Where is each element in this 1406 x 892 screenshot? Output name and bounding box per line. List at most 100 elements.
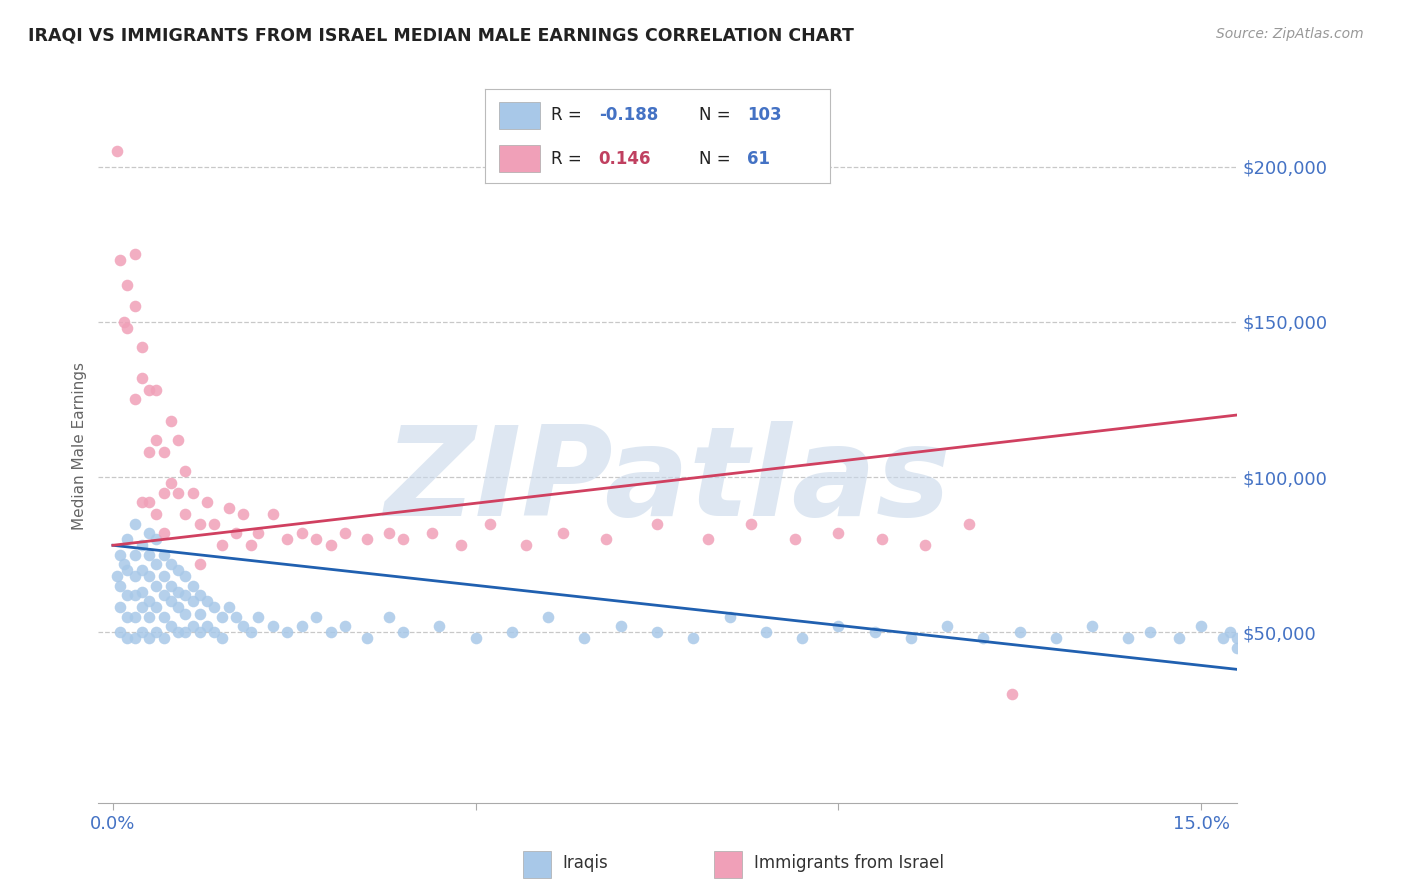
Point <box>145 433 167 447</box>
Point <box>305 532 328 546</box>
Point <box>138 632 160 646</box>
Point <box>863 625 886 640</box>
Text: Source: ZipAtlas.com: Source: ZipAtlas.com <box>1216 27 1364 41</box>
Point <box>1008 625 1031 640</box>
Point <box>276 532 298 546</box>
Point <box>290 619 312 633</box>
Point <box>131 563 153 577</box>
Point <box>124 548 146 562</box>
Point <box>124 299 146 313</box>
Point <box>108 625 131 640</box>
Point <box>138 525 160 540</box>
Point <box>152 588 174 602</box>
Point <box>108 579 131 593</box>
Point <box>117 609 139 624</box>
Point <box>783 532 806 546</box>
Point <box>1081 619 1104 633</box>
Point <box>464 632 486 646</box>
Point <box>138 495 160 509</box>
Point <box>1045 632 1067 646</box>
Point <box>108 252 131 267</box>
Point <box>152 609 174 624</box>
Point <box>1189 619 1212 633</box>
Point <box>145 383 167 397</box>
Point <box>181 485 204 500</box>
Point <box>645 625 668 640</box>
Point <box>790 632 813 646</box>
Point <box>145 508 167 522</box>
Point <box>696 532 718 546</box>
Point <box>181 594 204 608</box>
Point <box>356 532 378 546</box>
Point <box>152 569 174 583</box>
Point <box>131 495 153 509</box>
Point <box>450 538 472 552</box>
Y-axis label: Median Male Earnings: Median Male Earnings <box>72 362 87 530</box>
Text: 61: 61 <box>747 150 770 168</box>
Point <box>537 609 560 624</box>
Point <box>232 619 254 633</box>
Point <box>145 600 167 615</box>
Point <box>479 516 502 531</box>
Point <box>160 594 183 608</box>
Point <box>718 609 741 624</box>
Point <box>319 625 342 640</box>
Point <box>1139 625 1161 640</box>
FancyBboxPatch shape <box>714 851 742 879</box>
Point <box>188 588 211 602</box>
Point <box>160 619 183 633</box>
Point <box>319 538 342 552</box>
Point <box>117 588 139 602</box>
Point <box>167 485 190 500</box>
Text: 0.146: 0.146 <box>599 150 651 168</box>
Point <box>247 609 270 624</box>
Point <box>181 579 204 593</box>
Point <box>160 414 183 428</box>
Point <box>131 584 153 599</box>
Point <box>188 625 211 640</box>
Point <box>755 625 778 640</box>
Point <box>914 538 936 552</box>
Point <box>1118 632 1140 646</box>
Point <box>957 516 980 531</box>
Point <box>225 609 247 624</box>
Point <box>204 516 226 531</box>
Point <box>195 594 218 608</box>
Point <box>356 632 378 646</box>
Point <box>138 609 160 624</box>
Point <box>167 433 190 447</box>
Point <box>262 619 284 633</box>
Point <box>138 569 160 583</box>
Point <box>262 508 284 522</box>
Point <box>174 607 197 621</box>
Point <box>145 532 167 546</box>
Text: R =: R = <box>551 150 586 168</box>
Point <box>124 569 146 583</box>
Point <box>1212 632 1234 646</box>
Point <box>145 557 167 571</box>
Point <box>420 525 443 540</box>
Point <box>305 609 328 624</box>
Point <box>105 569 128 583</box>
Point <box>870 532 893 546</box>
Point <box>108 600 131 615</box>
Point <box>276 625 298 640</box>
Point <box>174 625 197 640</box>
Point <box>645 516 668 531</box>
Point <box>682 632 704 646</box>
Point <box>1226 632 1249 646</box>
Point <box>112 557 135 571</box>
Point <box>501 625 523 640</box>
Point <box>972 632 994 646</box>
Point <box>1226 640 1249 655</box>
Point <box>232 508 254 522</box>
Text: R =: R = <box>551 106 586 124</box>
Point <box>152 445 174 459</box>
Point <box>124 632 146 646</box>
Point <box>138 594 160 608</box>
Point <box>117 321 139 335</box>
Point <box>1219 625 1241 640</box>
Point <box>152 485 174 500</box>
Point <box>195 619 218 633</box>
Point <box>138 445 160 459</box>
